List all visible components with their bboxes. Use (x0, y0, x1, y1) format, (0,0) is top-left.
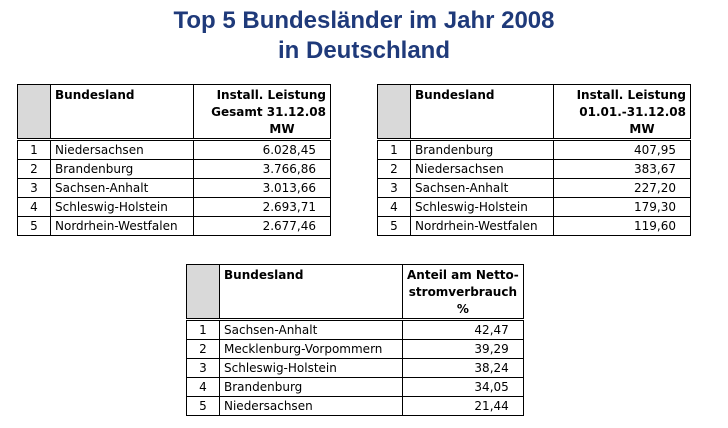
rank-cell: 4 (377, 197, 411, 217)
value-header-line-2: Gesamt 31.12.08 (211, 105, 326, 119)
rank-header (186, 264, 220, 321)
value-cell: 2.677,46 (193, 216, 331, 236)
rank-cell: 5 (377, 216, 411, 236)
rank-cell: 2 (186, 339, 220, 359)
value-header: Install. Leistung 01.01.-31.12.08 MW (553, 84, 691, 141)
table-row: 4 Schleswig-Holstein 179,30 (377, 197, 691, 217)
name-cell: Nordrhein-Westfalen (50, 216, 194, 236)
table-header-row: Bundesland Install. Leistung Gesamt 31.1… (17, 84, 331, 141)
name-cell: Niedersachsen (50, 139, 194, 160)
value-cell: 42,47 (402, 319, 524, 340)
title-line-2: in Deutschland (277, 37, 451, 64)
name-cell: Brandenburg (410, 139, 554, 160)
name-cell: Sachsen-Anhalt (219, 319, 403, 340)
table-row: 5 Niedersachsen 21,44 (186, 396, 524, 416)
rank-header (17, 84, 51, 141)
table-row: 5 Nordrhein-Westfalen 119,60 (377, 216, 691, 236)
value-cell: 407,95 (553, 139, 691, 160)
name-cell: Mecklenburg-Vorpommern (219, 339, 403, 359)
name-cell: Brandenburg (219, 377, 403, 397)
value-header-line-1: Install. Leistung (216, 88, 326, 102)
value-header-line-1: Install. Leistung (576, 88, 686, 102)
table-consumption-share: Bundesland Anteil am Netto- stromverbrau… (186, 264, 524, 416)
table-row: 1 Niedersachsen 6.028,45 (17, 139, 331, 160)
name-cell: Nordrhein-Westfalen (410, 216, 554, 236)
rank-header (377, 84, 411, 141)
table-added-capacity: Bundesland Install. Leistung 01.01.-31.1… (377, 84, 691, 236)
rank-cell: 3 (17, 178, 51, 198)
value-cell: 2.693,71 (193, 197, 331, 217)
table-row: 2 Brandenburg 3.766,86 (17, 159, 331, 179)
table-row: 3 Schleswig-Holstein 38,24 (186, 358, 524, 378)
rank-cell: 5 (17, 216, 51, 236)
value-cell: 39,29 (402, 339, 524, 359)
title-line-1: Top 5 Bundesländer im Jahr 2008 (173, 7, 555, 34)
name-cell: Sachsen-Anhalt (410, 178, 554, 198)
name-cell: Sachsen-Anhalt (50, 178, 194, 198)
value-header-unit: MW (269, 122, 295, 136)
value-header: Anteil am Netto- stromverbrauch % (402, 264, 524, 321)
table-row: 1 Sachsen-Anhalt 42,47 (186, 319, 524, 340)
name-cell: Brandenburg (50, 159, 194, 179)
value-cell: 21,44 (402, 396, 524, 416)
table-row: 4 Brandenburg 34,05 (186, 377, 524, 397)
rank-cell: 1 (377, 139, 411, 160)
value-header: Install. Leistung Gesamt 31.12.08 MW (193, 84, 331, 141)
rank-cell: 1 (17, 139, 51, 160)
name-cell: Schleswig-Holstein (50, 197, 194, 217)
value-header-line-1: Anteil am Netto- (407, 268, 519, 282)
rank-cell: 3 (377, 178, 411, 198)
rank-cell: 3 (186, 358, 220, 378)
value-cell: 3.013,66 (193, 178, 331, 198)
value-header-unit: % (456, 302, 469, 316)
value-header-unit: MW (629, 122, 655, 136)
name-cell: Schleswig-Holstein (219, 358, 403, 378)
rank-cell: 1 (186, 319, 220, 340)
value-cell: 119,60 (553, 216, 691, 236)
page-title: Top 5 Bundesländer im Jahr 2008 in Deuts… (0, 6, 728, 66)
table-row: 4 Schleswig-Holstein 2.693,71 (17, 197, 331, 217)
value-cell: 227,20 (553, 178, 691, 198)
table-header-row: Bundesland Install. Leistung 01.01.-31.1… (377, 84, 691, 141)
value-cell: 383,67 (553, 159, 691, 179)
table-row: 1 Brandenburg 407,95 (377, 139, 691, 160)
name-header: Bundesland (219, 264, 403, 321)
rank-cell: 2 (17, 159, 51, 179)
rank-cell: 4 (17, 197, 51, 217)
table-total-capacity: Bundesland Install. Leistung Gesamt 31.1… (17, 84, 331, 236)
value-cell: 3.766,86 (193, 159, 331, 179)
value-cell: 179,30 (553, 197, 691, 217)
table-header-row: Bundesland Anteil am Netto- stromverbrau… (186, 264, 524, 321)
name-cell: Schleswig-Holstein (410, 197, 554, 217)
value-header-line-2: stromverbrauch (408, 285, 517, 299)
value-cell: 34,05 (402, 377, 524, 397)
table-row: 2 Niedersachsen 383,67 (377, 159, 691, 179)
name-cell: Niedersachsen (219, 396, 403, 416)
name-cell: Niedersachsen (410, 159, 554, 179)
table-row: 3 Sachsen-Anhalt 3.013,66 (17, 178, 331, 198)
rank-cell: 2 (377, 159, 411, 179)
table-row: 2 Mecklenburg-Vorpommern 39,29 (186, 339, 524, 359)
table-row: 5 Nordrhein-Westfalen 2.677,46 (17, 216, 331, 236)
name-header: Bundesland (50, 84, 194, 141)
name-header: Bundesland (410, 84, 554, 141)
rank-cell: 5 (186, 396, 220, 416)
value-header-line-2: 01.01.-31.12.08 (579, 105, 686, 119)
table-row: 3 Sachsen-Anhalt 227,20 (377, 178, 691, 198)
value-cell: 38,24 (402, 358, 524, 378)
rank-cell: 4 (186, 377, 220, 397)
value-cell: 6.028,45 (193, 139, 331, 160)
